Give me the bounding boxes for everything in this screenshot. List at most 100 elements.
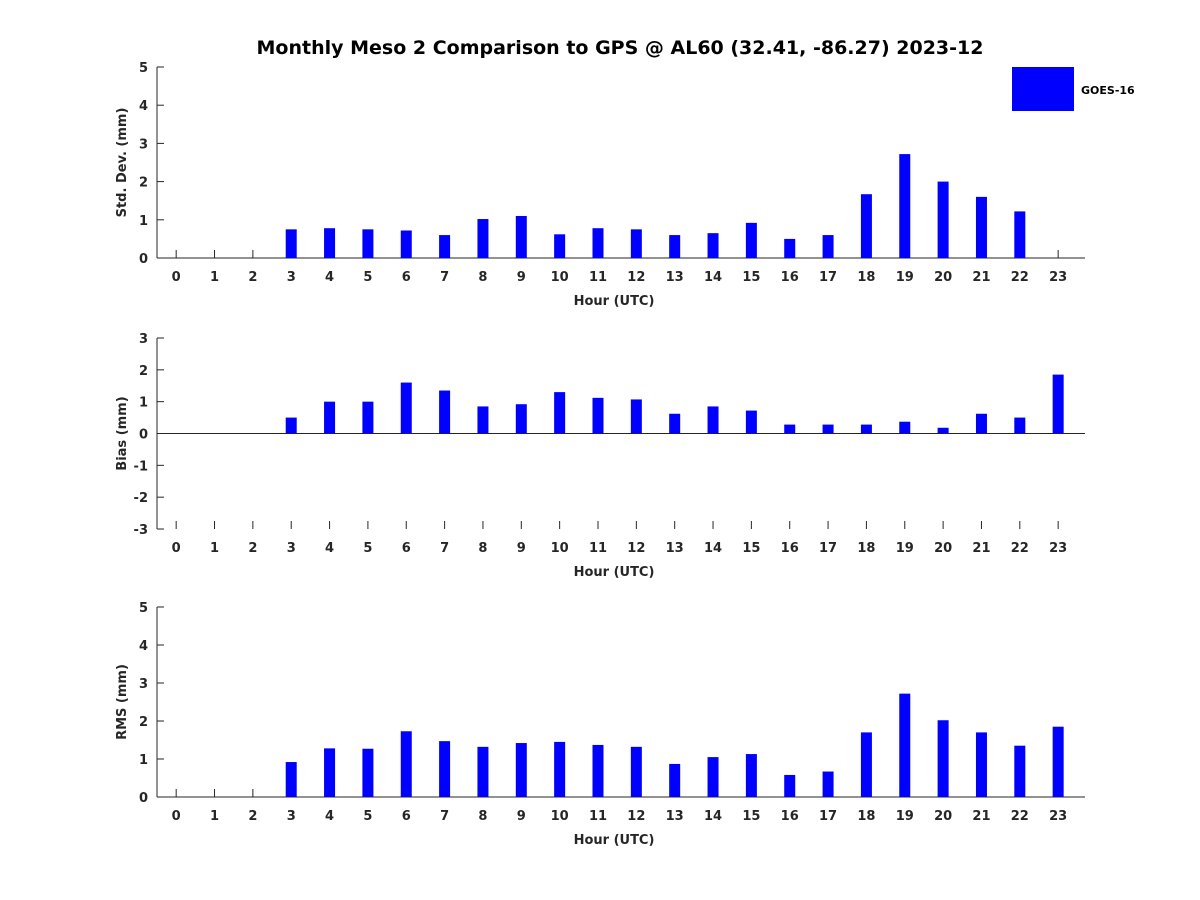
x-tick-label: 20 [934, 809, 952, 824]
x-tick-label: 4 [325, 809, 334, 824]
bar-hour-11 [592, 228, 604, 258]
x-tick-label: 16 [781, 541, 799, 556]
bar-hour-7 [439, 741, 451, 797]
x-tick-label: 17 [819, 270, 837, 285]
x-tick-label: 23 [1049, 809, 1067, 824]
y-axis-label: Std. Dev. (mm) [115, 108, 130, 218]
bar-hour-8 [477, 406, 489, 434]
y-tick-label: 3 [139, 677, 148, 692]
bar-hour-4 [324, 748, 336, 797]
bar-hour-8 [477, 219, 489, 258]
y-tick-label: -3 [134, 523, 148, 538]
bar-hour-5 [362, 401, 374, 434]
x-tick-label: 5 [363, 270, 372, 285]
bar-hour-10 [554, 741, 566, 797]
bar-hour-5 [362, 229, 374, 258]
x-tick-label: 2 [248, 270, 257, 285]
bar-hour-3 [285, 229, 297, 258]
x-tick-label: 10 [551, 541, 569, 556]
y-tick-label: 2 [139, 176, 148, 191]
x-tick-label: 16 [781, 809, 799, 824]
x-tick-label: 0 [172, 270, 181, 285]
legend: GOES-16 [1012, 67, 1135, 111]
x-tick-label: 20 [934, 541, 952, 556]
y-tick-label: -1 [134, 459, 148, 474]
bar-hour-19 [899, 421, 911, 434]
bar-hour-7 [439, 390, 451, 434]
bar-hour-12 [630, 229, 642, 258]
x-tick-label: 3 [287, 270, 296, 285]
x-tick-label: 8 [478, 809, 487, 824]
x-tick-label: 11 [589, 809, 607, 824]
bar-hour-19 [899, 693, 911, 797]
x-tick-label: 3 [287, 541, 296, 556]
bar-hour-18 [860, 732, 872, 797]
bar-hour-8 [477, 746, 489, 797]
bar-hour-3 [285, 417, 297, 434]
bar-hour-9 [515, 743, 527, 797]
x-tick-label: 18 [857, 541, 875, 556]
bar-hour-16 [784, 238, 796, 258]
x-tick-label: 21 [972, 541, 990, 556]
bar-hour-13 [669, 763, 681, 797]
x-tick-label: 19 [896, 270, 914, 285]
x-tick-label: 21 [972, 809, 990, 824]
y-tick-label: 1 [139, 753, 148, 768]
bar-hour-5 [362, 748, 374, 797]
x-tick-label: 22 [1011, 541, 1029, 556]
x-tick-label: 6 [402, 541, 411, 556]
bar-hour-18 [860, 424, 872, 434]
y-tick-label: 4 [139, 99, 148, 114]
y-tick-label: 1 [139, 214, 148, 229]
bar-hour-14 [707, 757, 719, 797]
x-tick-label: 5 [363, 541, 372, 556]
x-tick-label: 3 [287, 809, 296, 824]
x-tick-label: 22 [1011, 270, 1029, 285]
y-tick-label: 0 [139, 791, 148, 806]
x-tick-label: 15 [742, 541, 760, 556]
bar-hour-15 [745, 410, 757, 434]
x-tick-label: 7 [440, 270, 449, 285]
legend-label-goes16: GOES-16 [1081, 84, 1135, 97]
x-tick-label: 16 [781, 270, 799, 285]
x-tick-label: 17 [819, 541, 837, 556]
x-tick-label: 7 [440, 809, 449, 824]
x-tick-label: 7 [440, 541, 449, 556]
y-tick-label: 0 [139, 428, 148, 443]
bar-hour-16 [784, 774, 796, 797]
bar-hour-17 [822, 235, 834, 258]
x-tick-label: 12 [627, 809, 645, 824]
x-tick-label: 4 [325, 270, 334, 285]
bar-hour-21 [975, 732, 987, 797]
bar-hour-22 [1014, 745, 1026, 797]
x-tick-label: 1 [210, 541, 219, 556]
legend-swatch-goes16 [1012, 67, 1074, 111]
x-tick-label: 23 [1049, 541, 1067, 556]
bar-hour-6 [400, 731, 412, 797]
x-tick-label: 22 [1011, 809, 1029, 824]
chart-title: Monthly Meso 2 Comparison to GPS @ AL60 … [257, 37, 984, 59]
bar-hour-9 [515, 215, 527, 258]
bar-hour-17 [822, 771, 834, 797]
x-tick-label: 19 [896, 809, 914, 824]
bar-hour-23 [1052, 726, 1064, 797]
x-tick-label: 1 [210, 270, 219, 285]
x-tick-label: 15 [742, 809, 760, 824]
x-tick-label: 11 [589, 541, 607, 556]
bar-hour-3 [285, 762, 297, 797]
bar-hour-14 [707, 233, 719, 258]
bar-hour-18 [860, 194, 872, 258]
y-tick-label: -2 [134, 491, 148, 506]
x-tick-label: 17 [819, 809, 837, 824]
x-tick-label: 18 [857, 270, 875, 285]
y-tick-label: 2 [139, 715, 148, 730]
x-tick-label: 11 [589, 270, 607, 285]
x-tick-label: 5 [363, 809, 372, 824]
x-tick-label: 13 [666, 270, 684, 285]
bar-hour-20 [937, 181, 949, 258]
x-axis-label: Hour (UTC) [574, 833, 655, 848]
y-tick-label: 2 [139, 364, 148, 379]
y-tick-label: 1 [139, 396, 148, 411]
x-tick-label: 9 [517, 809, 526, 824]
